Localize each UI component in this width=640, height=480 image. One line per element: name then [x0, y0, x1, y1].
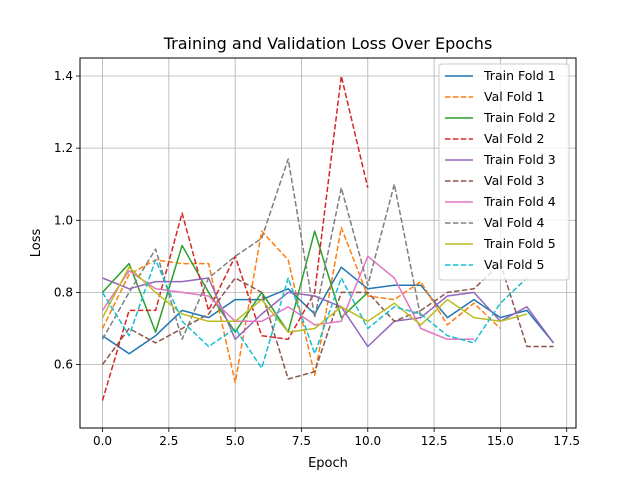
x-tick-label: 5.0: [226, 434, 245, 448]
y-tick-label: 0.8: [54, 285, 73, 299]
y-tick-label: 1.0: [54, 213, 73, 227]
series-line-train-fold-1: [102, 266, 555, 355]
legend-label: Val Fold 1: [484, 89, 544, 104]
legend-label: Val Fold 2: [484, 131, 544, 146]
series-line-val-fold-4: [101, 158, 422, 341]
y-tick-label: 1.4: [54, 69, 73, 83]
series-line-train-fold-2: [101, 230, 369, 333]
x-tick-label: 17.5: [553, 434, 580, 448]
x-tick-label: 2.5: [159, 434, 178, 448]
x-axis-label: Epoch: [308, 456, 348, 471]
plot-frame: [79, 57, 577, 429]
legend-label: Val Fold 5: [484, 257, 544, 272]
x-tick-label: 12.5: [421, 434, 448, 448]
y-tick-label: 1.2: [54, 141, 73, 155]
axis-ticks: 0.0 2.5 5.0 7.5 10.0 12.5 15.0 17.5 0.6 0.8 1.0 1.2…: [54, 69, 580, 448]
y-tick-label: 0.6: [54, 358, 73, 372]
chart-title: Training and Validation Loss Over Epochs: [163, 34, 493, 53]
x-tick-label: 10.0: [354, 434, 381, 448]
series-line-train-fold-5: [101, 266, 528, 333]
legend-label: Train Fold 2: [483, 110, 556, 125]
x-tick-label: 15.0: [487, 434, 514, 448]
legend-label: Train Fold 1: [483, 68, 556, 83]
legend-label: Train Fold 3: [483, 152, 556, 167]
y-axis-label: Loss: [29, 229, 44, 258]
series-line-val-fold-3: [101, 262, 554, 380]
legend-label: Train Fold 5: [483, 236, 556, 251]
x-tick-label: 7.5: [292, 434, 311, 448]
series-lines: [101, 75, 555, 401]
series-line-val-fold-2: [101, 75, 369, 401]
legend: Train Fold 1 Val Fold 1 Train Fold 2 Val Fo…: [438, 63, 570, 281]
legend-label: Val Fold 4: [484, 215, 544, 230]
series-line-val-fold-5: [101, 259, 528, 369]
x-tick-label: 0.0: [93, 434, 112, 448]
series-line-train-fold-3: [102, 277, 555, 348]
legend-label: Val Fold 3: [484, 173, 544, 188]
series-line-train-fold-4: [101, 255, 474, 341]
legend-label: Train Fold 4: [483, 194, 556, 209]
